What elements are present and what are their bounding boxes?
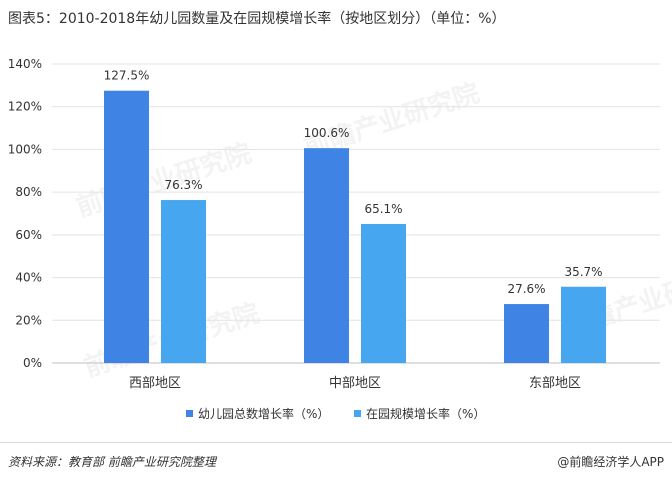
y-tick-label: 120%: [8, 100, 42, 114]
y-tick-label: 140%: [8, 57, 42, 71]
bar: [561, 286, 606, 363]
source-text: 资料来源：教育部 前瞻产业研究院整理: [8, 455, 216, 469]
data-label: 27.6%: [507, 282, 545, 296]
brand-text: @前瞻经济学人APP: [557, 455, 664, 469]
y-tick-label: 20%: [15, 313, 42, 327]
legend-swatch: [354, 410, 361, 417]
y-tick-label: 80%: [15, 185, 42, 199]
data-label: 35.7%: [564, 265, 602, 279]
bar: [161, 200, 206, 363]
y-tick-label: 0%: [23, 356, 42, 370]
x-tick-label: 中部地区: [329, 376, 381, 391]
data-label: 127.5%: [104, 69, 150, 83]
y-tick-label: 100%: [8, 142, 42, 156]
bar-chart: 0% 20% 40% 60% 80% 100% 120% 140% 127.5% 76.3% 西部地…: [8, 57, 660, 421]
bar: [361, 223, 406, 363]
data-label: 76.3%: [164, 178, 202, 192]
data-label: 65.1%: [364, 202, 402, 216]
legend-label: 幼儿园总数增长率（%）: [198, 406, 329, 421]
data-label: 100.6%: [304, 126, 350, 140]
footer: 资料来源：教育部 前瞻产业研究院整理 @前瞻经济学人APP: [0, 442, 672, 481]
x-tick-label: 东部地区: [529, 376, 581, 391]
legend-swatch: [186, 410, 193, 417]
y-tick-label: 60%: [15, 228, 42, 242]
legend-label: 在园规模增长率（%）: [366, 406, 485, 421]
y-tick-label: 40%: [15, 271, 42, 285]
bar: [104, 90, 149, 364]
chart-title: 图表5：2010-2018年幼儿园数量及在园规模增长率（按地区划分）（单位：%）: [8, 11, 506, 27]
bar: [304, 148, 349, 363]
bar: [504, 304, 549, 363]
x-tick-label: 西部地区: [129, 376, 181, 391]
